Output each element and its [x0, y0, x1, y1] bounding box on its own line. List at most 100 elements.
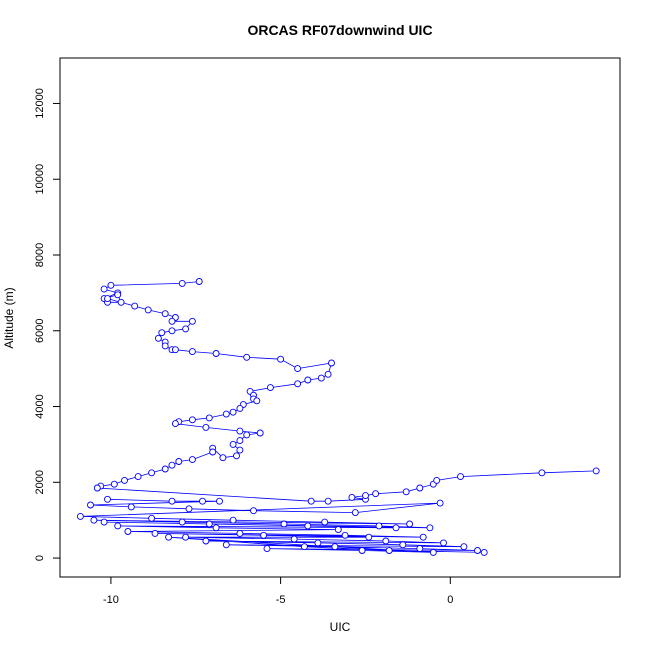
- data-point: [171, 420, 179, 428]
- data-point: [402, 488, 410, 496]
- data-point: [436, 499, 444, 507]
- data-point: [104, 295, 111, 303]
- data-point: [168, 461, 176, 469]
- y-tick-label: 0: [34, 555, 46, 561]
- data-point: [104, 495, 111, 503]
- data-point: [154, 334, 162, 342]
- x-tick-label: -5: [276, 594, 286, 606]
- data-point: [250, 507, 257, 515]
- data-point: [592, 467, 600, 475]
- data-point: [114, 522, 122, 530]
- data-point: [416, 545, 424, 553]
- data-point: [100, 518, 108, 526]
- data-point: [460, 543, 468, 551]
- data-point: [263, 545, 271, 553]
- data-point: [216, 497, 223, 505]
- data-point: [144, 306, 152, 314]
- data-point: [266, 384, 274, 392]
- data-point: [256, 429, 264, 437]
- data-point: [195, 278, 203, 285]
- data-point: [260, 531, 268, 539]
- data-point: [416, 484, 424, 492]
- data-point: [294, 365, 302, 373]
- data-point: [165, 533, 173, 541]
- data-point: [87, 501, 94, 509]
- data-point: [419, 533, 427, 541]
- data-point: [321, 518, 329, 526]
- data-point: [331, 543, 339, 551]
- x-tick-label: -10: [103, 594, 119, 606]
- y-tick-label: 2000: [34, 470, 46, 494]
- data-point: [236, 446, 244, 454]
- x-axis: -10 -5 0: [103, 576, 453, 606]
- data-point: [229, 440, 237, 448]
- data-point: [100, 285, 108, 293]
- data-point: [93, 484, 101, 492]
- data-point: [110, 480, 118, 488]
- data-point: [158, 329, 166, 337]
- data-point: [219, 454, 227, 462]
- data-point: [351, 509, 359, 517]
- data-point: [433, 476, 441, 484]
- data-point: [236, 427, 244, 435]
- data-point: [236, 404, 244, 412]
- data-point: [280, 520, 288, 528]
- data-point: [243, 431, 251, 439]
- data-point: [457, 473, 464, 481]
- data-point: [182, 533, 190, 541]
- data-point: [188, 348, 196, 356]
- plot-frame: [59, 57, 621, 578]
- data-point: [348, 493, 356, 501]
- y-axis-label: Altitude (m): [2, 287, 16, 348]
- data-point: [205, 414, 213, 422]
- data-point: [385, 547, 393, 554]
- data-point: [178, 518, 186, 526]
- data-point: [121, 476, 128, 484]
- data-point: [426, 524, 434, 532]
- data-point: [328, 359, 335, 367]
- data-point: [253, 397, 261, 405]
- data-point: [300, 543, 308, 551]
- data-point: [161, 465, 169, 473]
- data-point: [161, 342, 169, 350]
- data-point: [277, 355, 285, 363]
- plot-area: [76, 278, 600, 556]
- data-point: [148, 469, 156, 477]
- data-point: [324, 497, 332, 505]
- data-point: [131, 302, 139, 310]
- data-point: [212, 524, 220, 532]
- data-point: [474, 547, 481, 554]
- data-point: [202, 537, 210, 545]
- data-point: [440, 539, 447, 547]
- data-point: [236, 437, 244, 445]
- data-point: [151, 529, 159, 537]
- y-axis: 0 2000 4000 6000 8000 10000 12000: [34, 88, 61, 561]
- data-point: [294, 380, 302, 388]
- data-point: [161, 310, 169, 318]
- data-point: [202, 423, 210, 431]
- data-point: [406, 520, 414, 528]
- data-point: [392, 524, 400, 532]
- x-axis-label: UIC: [330, 620, 351, 634]
- data-point: [304, 522, 312, 530]
- data-point: [480, 548, 488, 556]
- data-point: [324, 370, 332, 378]
- data-point: [90, 516, 98, 524]
- data-point: [314, 539, 322, 547]
- data-point: [304, 376, 312, 384]
- y-tick-label: 6000: [34, 319, 46, 343]
- data-point: [205, 520, 213, 528]
- data-point: [188, 317, 196, 325]
- data-point: [222, 541, 230, 549]
- data-point: [317, 374, 325, 382]
- data-point: [290, 535, 298, 543]
- data-point: [114, 291, 122, 299]
- y-tick-label: 8000: [34, 243, 46, 267]
- data-point: [168, 497, 176, 505]
- data-point: [175, 458, 183, 465]
- chart-title: ORCAS RF07downwind UIC: [247, 22, 432, 38]
- data-point: [168, 317, 176, 325]
- y-tick-label: 12000: [34, 88, 46, 119]
- data-point: [382, 537, 390, 545]
- data-point: [124, 528, 132, 535]
